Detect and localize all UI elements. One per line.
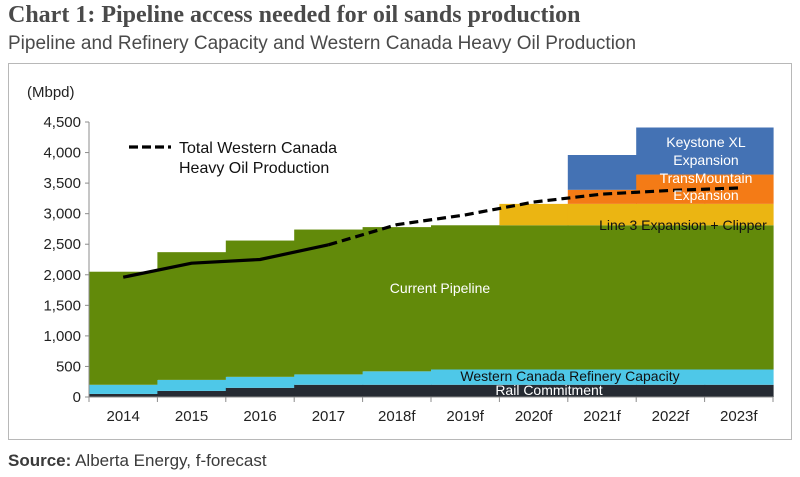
x-tick-label: 2022f [652, 408, 690, 425]
bar-refinery-2017 [294, 374, 364, 385]
label-current-pipeline: Current Pipeline [390, 280, 491, 296]
x-tick-label: 2023f [720, 408, 758, 425]
legend-text-line2: Heavy Oil Production [179, 160, 329, 177]
bar-current-pipeline-2015 [157, 252, 227, 380]
bar-current-pipeline-2021f [567, 225, 637, 370]
y-tick-label: 2,000 [43, 267, 81, 284]
bar-refinery-2020f [499, 369, 569, 385]
chart-subtitle: Pipeline and Refinery Capacity and Weste… [8, 33, 637, 54]
x-tick-label: 2015 [175, 408, 208, 425]
y-axis-label: (Mbpd) [27, 84, 75, 101]
source-text: Alberta Energy, f-forecast [75, 451, 267, 470]
y-tick-label: 1,000 [43, 328, 81, 345]
bar-current-pipeline-2014 [89, 271, 158, 385]
production-line-forecast [327, 186, 739, 247]
x-tick-label: 2014 [107, 408, 140, 425]
bar-refinery-2022f [636, 369, 706, 385]
bar-rail-2017 [294, 384, 364, 397]
bar-refinery-2019f [431, 369, 500, 385]
chart-frame: 0 500 1,000 1,500 2,000 2,500 3,000 3,500 4,000 4… [8, 63, 792, 440]
legend-text-line1: Total Western Canada [179, 140, 337, 157]
bar-keystone-2023f [704, 127, 774, 175]
bar-rail-2020f [499, 384, 569, 397]
production-line-actual [122, 243, 329, 279]
label-keystone-1: Keystone XL [666, 134, 746, 150]
y-tick-label: 500 [56, 358, 81, 375]
bar-current-pipeline-2017 [294, 229, 364, 375]
bar-rail-2023f [704, 384, 774, 397]
x-tick-label: 2016 [243, 408, 276, 425]
bar-current-pipeline-2023f [704, 225, 774, 370]
y-tick-label: 4,000 [43, 145, 81, 162]
bar-rail-2014 [89, 393, 158, 397]
bar-line3-2021f [567, 203, 637, 226]
label-rail: Rail Commitment [495, 382, 602, 398]
bar-current-pipeline-2019f [431, 225, 500, 370]
x-tick-label: 2019f [446, 408, 484, 425]
y-tick-label: 4,500 [43, 114, 81, 131]
y-tick-label: 0 [73, 389, 81, 406]
source-note: Source: Alberta Energy, f-forecast [8, 451, 267, 471]
bar-keystone-2022f [636, 127, 706, 175]
bar-refinery-2014 [89, 384, 158, 394]
x-tick-label: 2021f [583, 408, 621, 425]
bar-rail-2019f [431, 384, 500, 397]
bar-current-pipeline-2018f [362, 227, 432, 372]
bar-rail-2022f [636, 384, 706, 397]
label-transmountain-2: Expansion [673, 187, 738, 203]
bar-refinery-2015 [157, 379, 227, 391]
x-tick-label: 2017 [312, 408, 345, 425]
bar-line3-2022f [636, 203, 706, 226]
label-keystone-2: Expansion [673, 152, 738, 168]
x-tick-label: 2018f [378, 408, 416, 425]
bar-rail-2021f [567, 384, 637, 397]
label-refinery: Western Canada Refinery Capacity [460, 368, 679, 384]
source-label: Source: [8, 451, 72, 470]
bar-rail-2018f [362, 384, 432, 397]
bar-rail-2016 [225, 387, 295, 397]
bar-rail-2015 [157, 390, 227, 397]
y-tick-label: 3,000 [43, 206, 81, 223]
bar-line3-2020f [499, 203, 569, 226]
bar-refinery-2018f [362, 371, 432, 385]
capacity-production-chart: 0 500 1,000 1,500 2,000 2,500 3,000 3,500 4,000 4… [27, 84, 774, 425]
y-tick-label: 2,500 [43, 236, 81, 253]
y-tick-label: 1,500 [43, 297, 81, 314]
chart-title: Chart 1: Pipeline access needed for oil … [8, 2, 581, 28]
bar-refinery-2021f [567, 369, 637, 385]
x-tick-label: 2020f [515, 408, 553, 425]
bar-current-pipeline-2022f [636, 225, 706, 370]
bar-keystone-2021f [567, 155, 637, 190]
bar-refinery-2016 [225, 376, 295, 388]
label-line3: Line 3 Expansion + Clipper [599, 217, 767, 233]
bar-line3-2023f [704, 203, 774, 226]
label-transmountain-1: TransMountain [660, 170, 753, 186]
bar-current-pipeline-2020f [499, 225, 569, 370]
y-tick-label: 3,500 [43, 175, 81, 192]
bar-refinery-2023f [704, 369, 774, 385]
bar-current-pipeline-2016 [225, 240, 295, 377]
